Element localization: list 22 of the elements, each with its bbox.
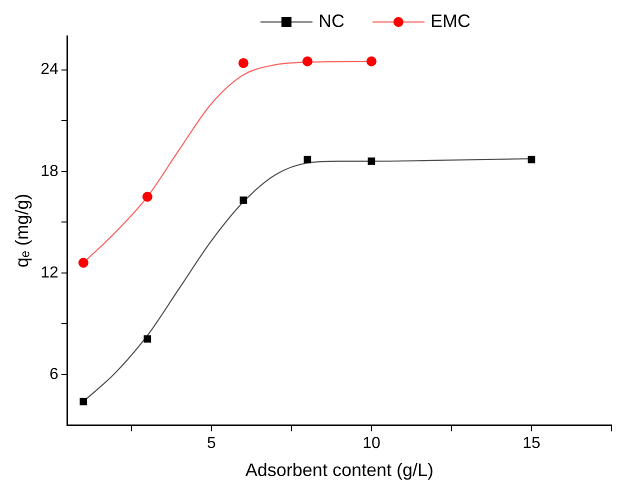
- point: [78, 258, 88, 268]
- y-axis-title: qₑ (mg/g): [12, 194, 32, 268]
- y-tick-label: 12: [40, 264, 58, 282]
- point: [80, 398, 88, 406]
- x-axis-title: Adsorbent content (g/L): [245, 460, 434, 480]
- point: [304, 156, 312, 164]
- y-tick-label: 18: [40, 162, 58, 180]
- point: [144, 335, 152, 343]
- point: [240, 196, 248, 204]
- y-tick-label: 24: [40, 61, 58, 78]
- point: [368, 158, 376, 165]
- point: [366, 56, 376, 66]
- legend-label: EMC: [430, 10, 470, 31]
- y-tick-label: 6: [49, 366, 58, 383]
- point: [302, 56, 312, 66]
- point: [238, 58, 248, 68]
- x-tick-label: 10: [362, 435, 380, 452]
- point: [142, 192, 152, 202]
- point: [528, 156, 536, 164]
- x-tick-label: 5: [206, 435, 216, 452]
- x-tick-label: 15: [522, 435, 540, 452]
- legend-label: NC: [318, 10, 344, 31]
